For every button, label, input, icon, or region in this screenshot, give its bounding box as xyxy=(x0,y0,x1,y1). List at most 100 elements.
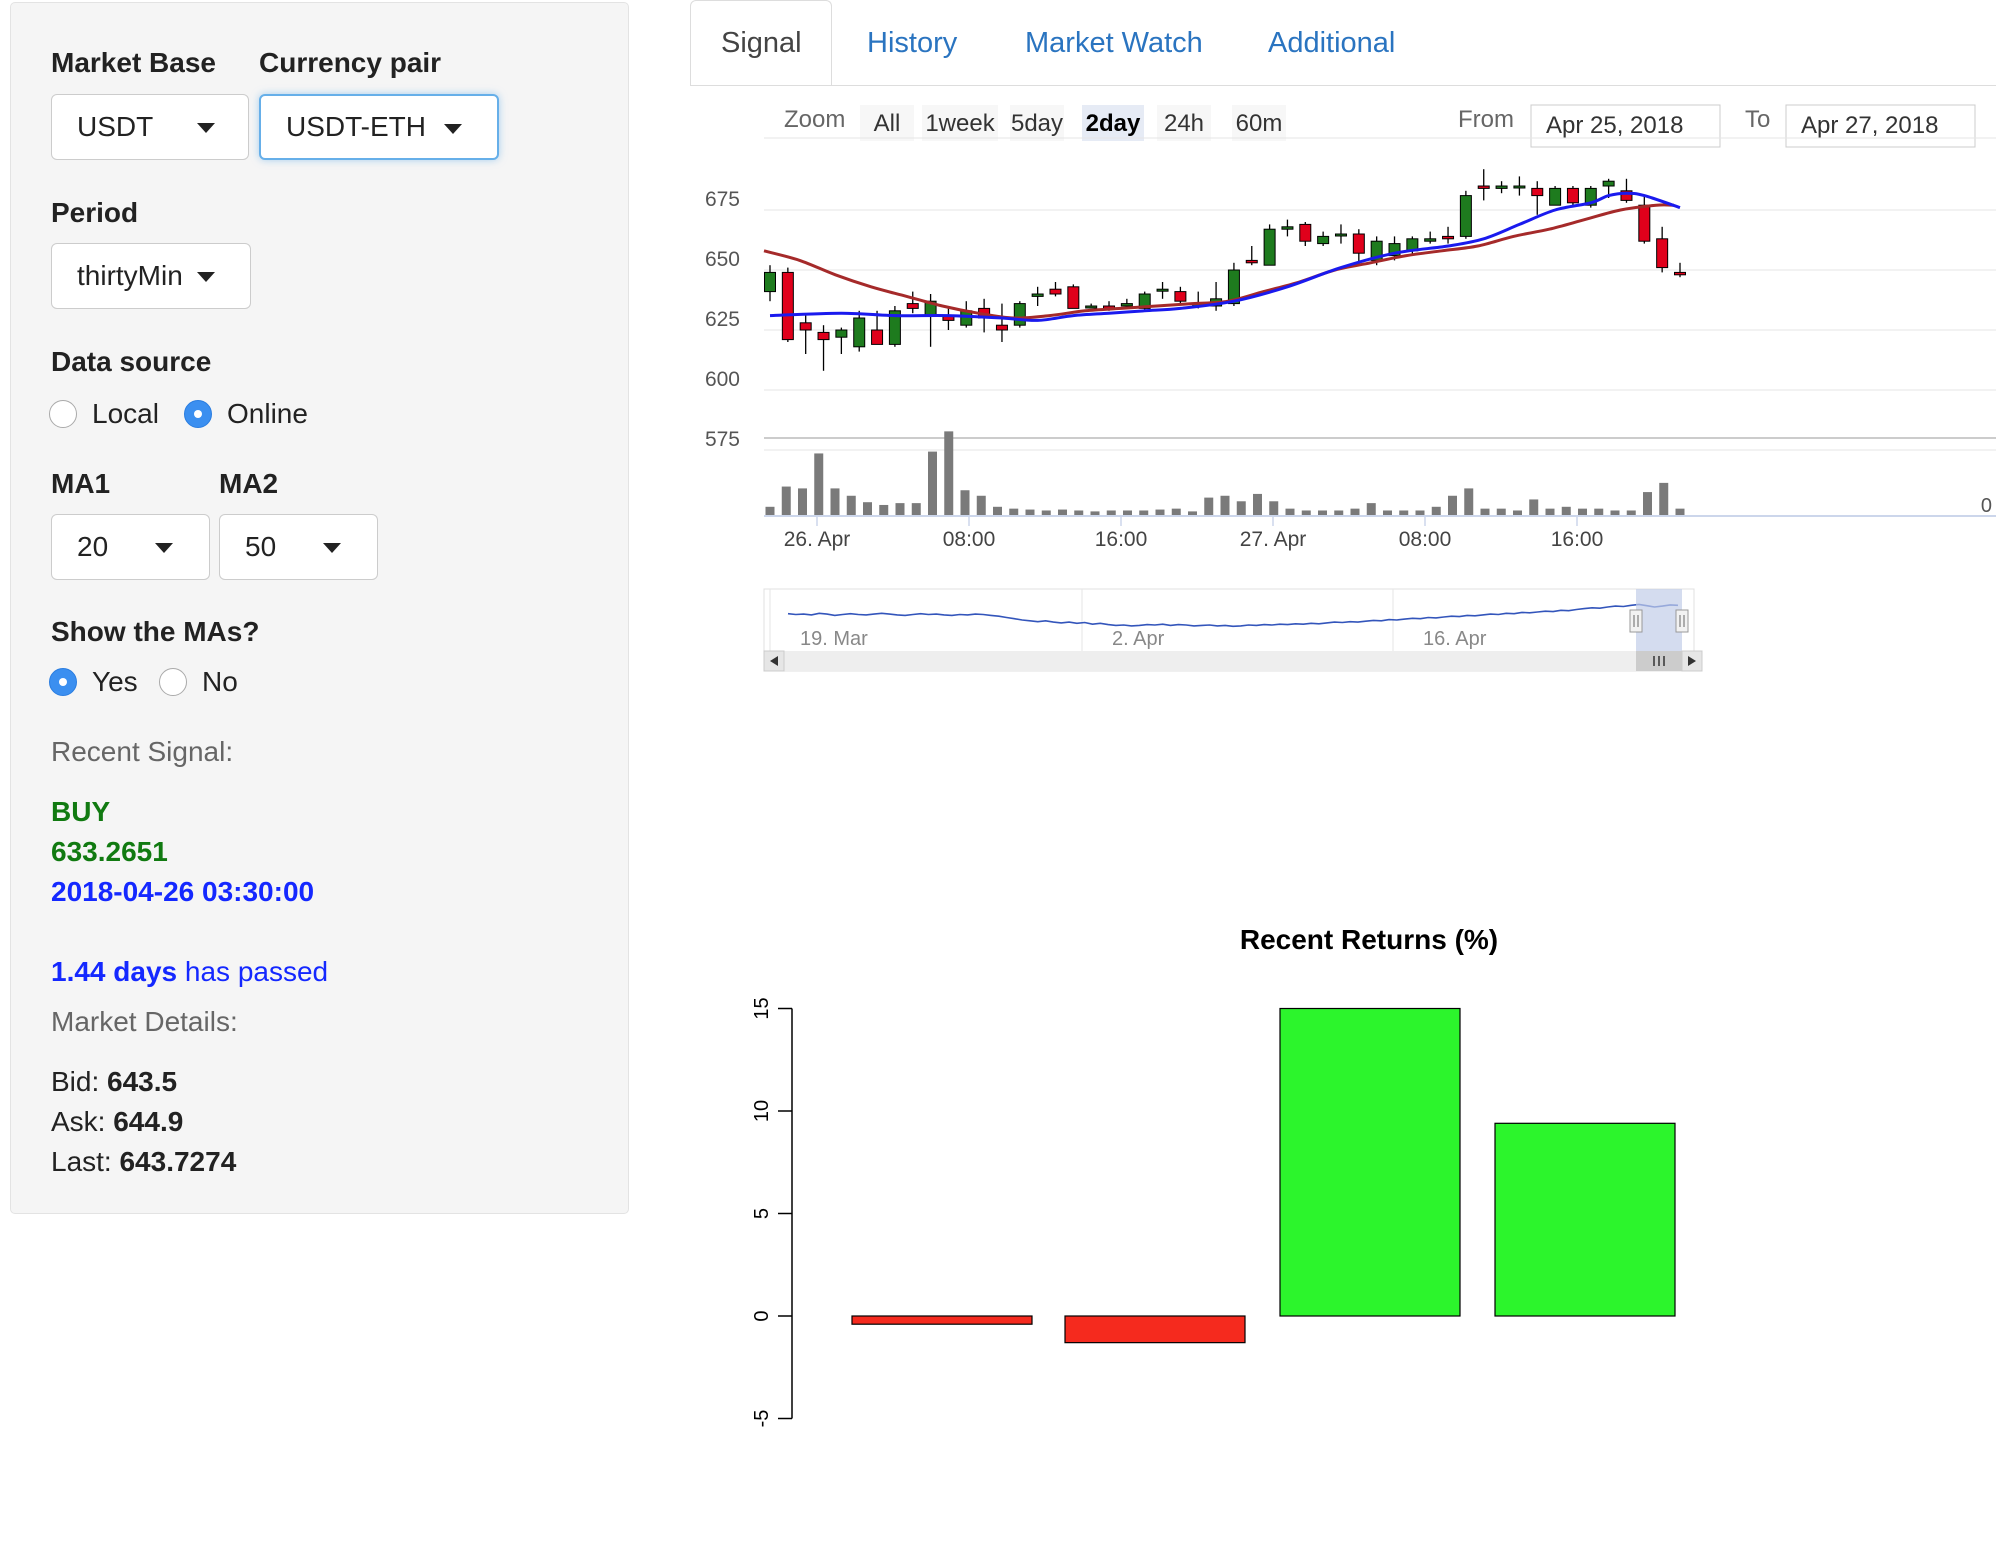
days-passed-suffix: has passed xyxy=(177,956,329,987)
zoom-button-5day[interactable]: 5day xyxy=(1010,105,1064,141)
candlestick xyxy=(871,310,884,345)
y-tick-label: 675 xyxy=(705,188,740,211)
chevron-right-icon xyxy=(1688,656,1696,666)
candlestick xyxy=(1085,303,1098,309)
candle-body xyxy=(1281,226,1294,230)
x-tick-label: 26. Apr xyxy=(784,528,851,551)
period-select[interactable]: thirtyMin xyxy=(51,243,251,309)
to-date-value: Apr 27, 2018 xyxy=(1801,112,1938,139)
candlestick xyxy=(1031,286,1044,306)
ask-label: Ask: xyxy=(51,1106,114,1137)
volume-series[interactable] xyxy=(764,431,1996,517)
data-source-local-label: Local xyxy=(92,398,159,429)
data-source-online-radio[interactable]: Online xyxy=(184,398,308,430)
candle-body xyxy=(1352,233,1365,254)
period-label: Period xyxy=(51,197,139,228)
data-source-local-radio[interactable]: Local xyxy=(49,398,159,430)
market-base-select[interactable]: USDT xyxy=(51,94,249,160)
last-value: 643.7274 xyxy=(119,1146,237,1177)
price-grid xyxy=(764,137,1996,451)
to-date-input[interactable]: Apr 27, 2018 xyxy=(1785,104,1976,148)
zoom-button-24h[interactable]: 24h xyxy=(1157,105,1211,141)
ma2-select[interactable]: 50 xyxy=(219,514,378,580)
candlestick xyxy=(1442,226,1455,244)
candlestick xyxy=(1334,224,1347,244)
returns-y-axis: -5 0 5 10 15 xyxy=(751,997,793,1427)
last-row: Last: 643.7274 xyxy=(51,1146,236,1178)
candlestick xyxy=(1549,186,1562,206)
candlestick xyxy=(1620,178,1633,203)
candlestick xyxy=(817,325,830,371)
volume-bar xyxy=(1513,510,1522,516)
volume-bar xyxy=(1188,511,1197,516)
candlestick xyxy=(1477,169,1490,201)
volume-bar xyxy=(944,431,954,516)
volume-bar xyxy=(1561,506,1571,516)
show-mas-no-radio[interactable]: No xyxy=(159,666,238,698)
navigator-scrollbar-track[interactable] xyxy=(764,651,1694,671)
zoom-button-1week[interactable]: 1week xyxy=(922,105,998,141)
currency-pair-select[interactable]: USDT-ETH xyxy=(259,94,499,160)
show-mas-no-label: No xyxy=(202,666,238,697)
tab-additional[interactable]: Additional xyxy=(1268,26,1396,59)
candle-body xyxy=(1120,303,1133,307)
candle-body xyxy=(1334,233,1347,237)
candlestick xyxy=(1317,231,1330,246)
candlestick xyxy=(781,267,794,342)
volume-bar xyxy=(1448,495,1457,516)
volume-bar xyxy=(1123,510,1132,516)
show-mas-yes-radio[interactable]: Yes xyxy=(49,666,138,698)
volume-bar xyxy=(1350,508,1360,516)
zoom-button-60m-label: 60m xyxy=(1236,110,1283,137)
candlestick xyxy=(799,313,812,354)
volume-bar xyxy=(976,495,986,516)
navigator-label: 19. Mar xyxy=(800,628,868,650)
zoom-button-all[interactable]: All xyxy=(860,105,914,141)
candle-body xyxy=(1388,243,1401,257)
y-tick-label: 625 xyxy=(705,308,740,331)
candlestick xyxy=(1424,231,1437,244)
tab-market-watch[interactable]: Market Watch xyxy=(1025,26,1203,59)
candle-body xyxy=(1263,228,1276,266)
volume-bar xyxy=(1139,510,1149,516)
returns-bar xyxy=(851,1315,1033,1325)
ma2-value: 50 xyxy=(245,531,277,562)
volume-bar xyxy=(1610,510,1620,516)
navigator-label: 16. Apr xyxy=(1423,628,1487,650)
candlestick xyxy=(1245,246,1258,266)
navigator[interactable]: 19. Mar 2. Apr 16. Apr xyxy=(763,588,1703,672)
from-date-input[interactable]: Apr 25, 2018 xyxy=(1530,104,1721,148)
zoom-button-2day[interactable]: 2day xyxy=(1082,105,1144,141)
candlestick xyxy=(1656,226,1669,273)
volume-bar xyxy=(1366,503,1376,516)
signal-price: 633.2651 xyxy=(51,836,168,867)
y-tick-label: 575 xyxy=(705,428,740,451)
navigator-handle-left[interactable] xyxy=(1629,609,1643,633)
days-passed: 1.44 days has passed xyxy=(51,956,328,988)
candlestick xyxy=(1459,190,1472,239)
candle-body xyxy=(835,329,848,338)
signal-time: 2018-04-26 03:30:00 xyxy=(51,876,315,907)
x-tick-label: 16:00 xyxy=(1095,528,1148,551)
returns-chart-title: Recent Returns (%) xyxy=(1240,924,1498,955)
zoom-button-60m[interactable]: 60m xyxy=(1232,105,1286,141)
ma1-select[interactable]: 20 xyxy=(51,514,210,580)
candlestick-series[interactable] xyxy=(764,169,1686,371)
tab-signal[interactable]: Signal xyxy=(690,0,832,86)
candle-body xyxy=(853,317,866,348)
volume-bar xyxy=(879,504,889,516)
period-value: thirtyMin xyxy=(77,260,183,291)
returns-tick-label: 5 xyxy=(751,1208,773,1219)
tab-history[interactable]: History xyxy=(867,26,958,59)
stock-chart[interactable]: Zoom All 1week 5day 2day 24h 60m From Ap… xyxy=(690,90,1996,870)
x-tick-label: 16:00 xyxy=(1551,528,1604,551)
zoom-button-1week-label: 1week xyxy=(925,110,995,137)
candlestick xyxy=(1049,282,1062,297)
volume-bar xyxy=(1626,510,1636,516)
navigator-selection[interactable] xyxy=(1636,589,1682,651)
navigator-handle-right[interactable] xyxy=(1675,609,1689,633)
volume-bar xyxy=(1464,488,1474,516)
from-date-value: Apr 25, 2018 xyxy=(1546,112,1683,139)
candle-body xyxy=(1566,187,1579,204)
volume-bar xyxy=(993,506,1002,516)
